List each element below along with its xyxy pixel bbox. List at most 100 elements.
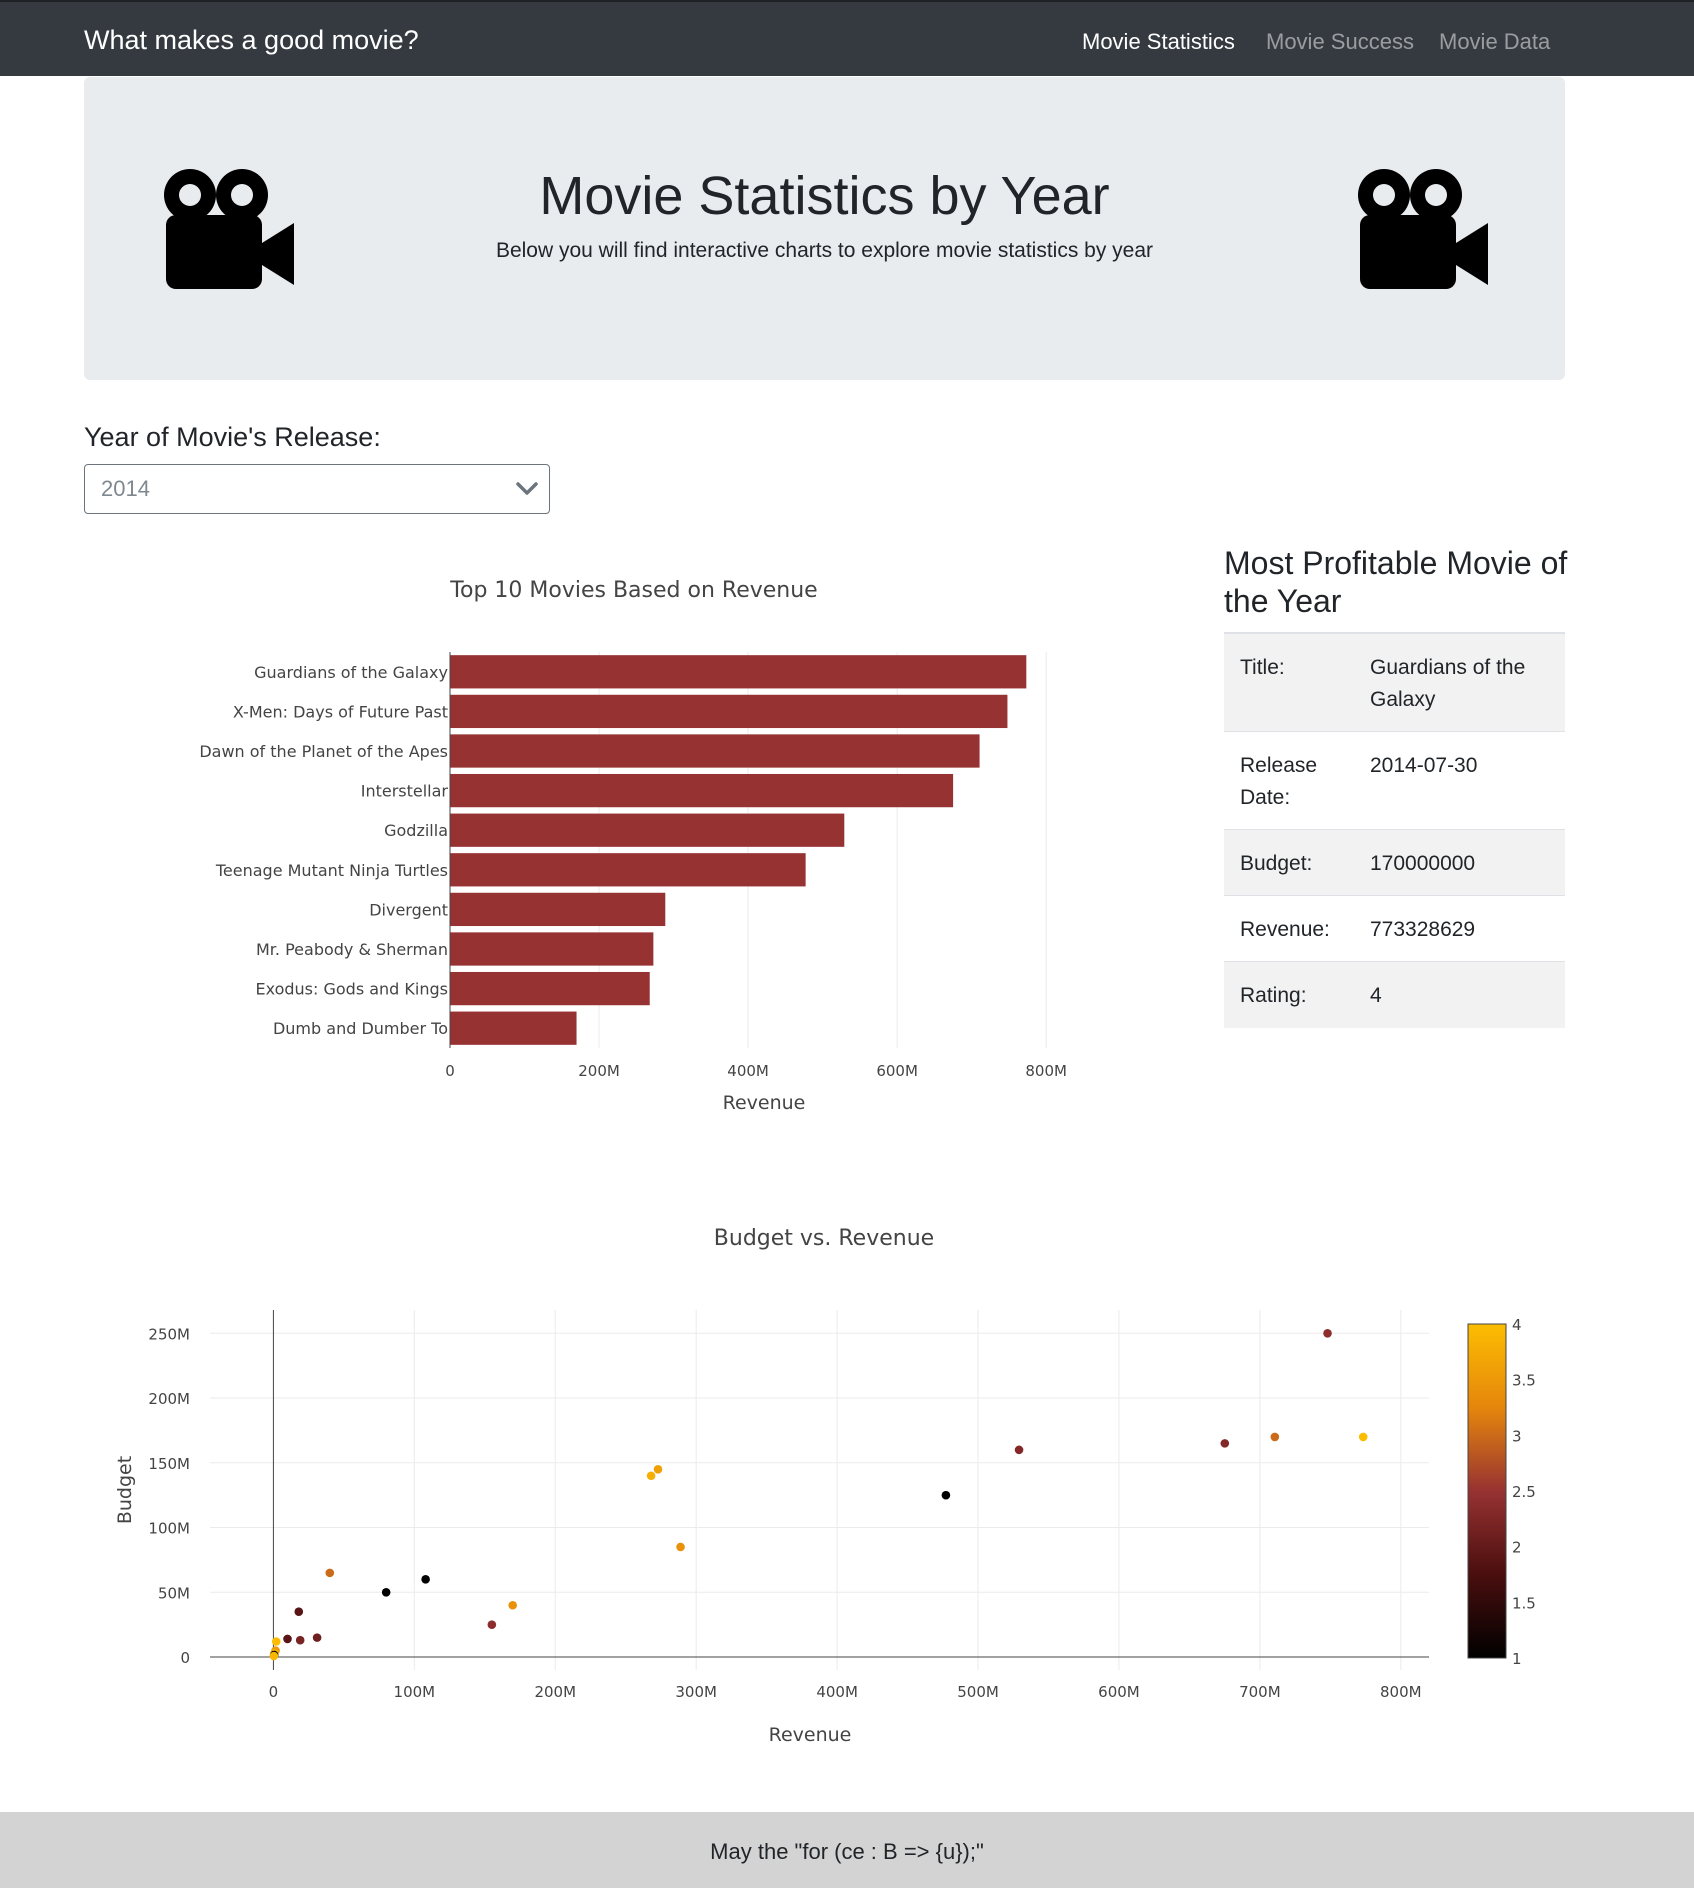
bar <box>450 773 954 808</box>
brand-link[interactable]: What makes a good movie? <box>84 25 419 55</box>
table-row: Release Date: 2014-07-30 <box>1224 732 1565 830</box>
scatter-y-axis-title: Budget <box>114 1456 136 1524</box>
scatter-point <box>325 1568 335 1578</box>
scatter-point <box>941 1490 951 1500</box>
scatter-x-tick-label: 600M <box>1098 1683 1140 1701</box>
scatter-point <box>271 1637 281 1646</box>
bar-category-label: Godzilla <box>384 821 448 840</box>
scatter-x-tick-label: 700M <box>1239 1683 1281 1701</box>
scatter-point <box>269 1651 279 1661</box>
nav-link-movie-statistics[interactable]: Movie Statistics <box>1082 29 1235 54</box>
colorbar <box>1467 1323 1507 1659</box>
bar-category-label: Exodus: Gods and Kings <box>255 980 448 999</box>
nav-link-movie-success[interactable]: Movie Success <box>1266 29 1414 54</box>
scatter-x-tick-label: 0 <box>269 1683 279 1701</box>
colorbar-tick-label: 3 <box>1512 1427 1522 1445</box>
scatter-point <box>312 1633 322 1642</box>
scatter-y-tick-label: 0 <box>180 1649 190 1667</box>
top-10-revenue-bar-chart[interactable]: Top 10 Movies Based on Revenue Guardians … <box>84 540 1214 1120</box>
scatter-point <box>646 1471 656 1481</box>
budget-value: 170000000 <box>1370 852 1476 875</box>
scatter-point <box>381 1588 391 1597</box>
nav-link-movie-data[interactable]: Movie Data <box>1439 29 1551 54</box>
scatter-point <box>1270 1432 1280 1442</box>
scatter-x-tick-label: 500M <box>957 1683 999 1701</box>
colorbar-tick-label: 2 <box>1512 1539 1522 1557</box>
scatter-x-tick-label: 100M <box>394 1683 436 1701</box>
scatter-x-tick-label: 200M <box>534 1683 576 1701</box>
scatter-point <box>294 1607 304 1617</box>
bar <box>450 655 1027 689</box>
scatter-point <box>676 1542 685 1552</box>
bar <box>450 971 650 1006</box>
scatter-point <box>508 1600 518 1610</box>
bar-chart-x-tick-label: 400M <box>727 1062 769 1080</box>
scatter-point <box>295 1635 305 1645</box>
scatter-x-tick-label: 300M <box>675 1683 717 1701</box>
bar-chart-x-tick-label: 200M <box>578 1062 620 1080</box>
rating-value: 4 <box>1370 984 1382 1007</box>
bar-category-label: Guardians of the Galaxy <box>254 663 448 682</box>
page-title: Movie Statistics by Year <box>539 166 1110 226</box>
scatter-point <box>1358 1432 1368 1442</box>
bar <box>450 932 654 966</box>
scatter-point <box>1220 1439 1230 1448</box>
bar <box>450 892 666 927</box>
colorbar-tick-label: 2.5 <box>1512 1483 1536 1501</box>
scatter-point <box>653 1464 663 1474</box>
rating-key: Rating: <box>1240 984 1307 1007</box>
bar-category-label: Interstellar <box>361 782 449 801</box>
scatter-y-tick-label: 150M <box>148 1455 190 1473</box>
table-row: Revenue: 773328629 <box>1224 896 1565 962</box>
year-filter-label: Year of Movie's Release: <box>84 422 381 452</box>
navbar: What makes a good movie? Movie Statistic… <box>0 0 1694 76</box>
scatter-point <box>421 1575 430 1584</box>
scatter-point <box>1014 1445 1024 1455</box>
table-row: Title: Guardians of the Galaxy <box>1224 634 1565 732</box>
release-date-value: 2014-07-30 <box>1370 754 1478 777</box>
title-value: Guardians of the Galaxy <box>1370 656 1526 711</box>
bar <box>450 734 980 768</box>
bar-category-label: Mr. Peabody & Sherman <box>256 940 448 959</box>
title-key: Title: <box>1240 656 1285 679</box>
scatter-point <box>487 1620 497 1629</box>
bar <box>450 694 1008 729</box>
bar-category-label: Teenage Mutant Ninja Turtles <box>215 861 448 880</box>
most-profitable-table: Title: Guardians of the Galaxy Release D… <box>1224 632 1565 1028</box>
scatter-y-tick-label: 100M <box>148 1520 190 1538</box>
budget-vs-revenue-scatter-chart[interactable]: Budget vs. Revenue 0 100M 200M 300M 400M 500M 6… <box>84 1200 1644 1780</box>
scatter-point <box>283 1634 292 1644</box>
scatter-x-axis-title: Revenue <box>769 1724 852 1746</box>
bar-category-label: X-Men: Days of Future Past <box>233 702 448 721</box>
video-camera-icon <box>164 169 294 289</box>
release-date-key: Release Date: <box>1240 754 1318 809</box>
colorbar-tick-label: 4 <box>1512 1316 1522 1334</box>
scatter-x-tick-label: 800M <box>1380 1683 1422 1701</box>
scatter-y-tick-label: 200M <box>148 1390 190 1408</box>
scatter-y-tick-label: 50M <box>158 1584 190 1602</box>
bar-category-label: Dawn of the Planet of the Apes <box>199 742 448 761</box>
bar-chart-x-tick-label: 0 <box>445 1062 455 1080</box>
year-select[interactable]: 2014 <box>84 464 550 514</box>
bar-chart-x-tick-label: 800M <box>1025 1062 1067 1080</box>
jumbotron: Movie Statistics by Year Below you will … <box>84 77 1565 380</box>
bar-category-label: Dumb and Dumber To <box>273 1019 448 1038</box>
bar <box>450 1011 577 1045</box>
page-subtitle: Below you will find interactive charts t… <box>495 239 1154 262</box>
scatter-y-tick-label: 250M <box>148 1325 190 1343</box>
footer: May the "for (ce : B => {u});" <box>0 1812 1694 1888</box>
video-camera-icon <box>1358 169 1488 289</box>
budget-key: Budget: <box>1240 852 1313 875</box>
most-profitable-heading: Most Profitable Movie of the Year <box>1224 545 1568 619</box>
table-row: Rating: 4 <box>1224 962 1565 1028</box>
revenue-value: 773328629 <box>1370 918 1476 941</box>
colorbar-tick-label: 3.5 <box>1512 1372 1536 1390</box>
scatter-chart-title: Budget vs. Revenue <box>714 1226 934 1251</box>
chevron-down-icon <box>516 482 538 495</box>
footer-text: May the "for (ce : B => {u});" <box>710 1839 984 1864</box>
colorbar-tick-label: 1 <box>1512 1650 1522 1668</box>
bar <box>450 813 845 847</box>
table-row: Budget: 170000000 <box>1224 830 1565 896</box>
bar <box>450 853 806 887</box>
scatter-point <box>1323 1329 1332 1338</box>
